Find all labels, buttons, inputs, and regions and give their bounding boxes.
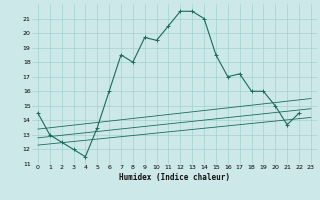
X-axis label: Humidex (Indice chaleur): Humidex (Indice chaleur) [119, 173, 230, 182]
